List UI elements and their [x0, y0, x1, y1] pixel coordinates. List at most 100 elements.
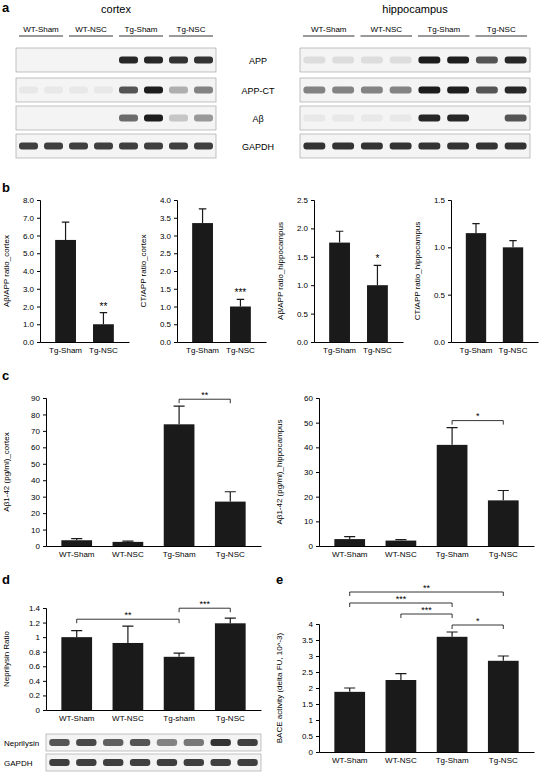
y-axis: 0.00.51.01.52.02.53.03.54.0 — [160, 196, 178, 347]
x-tick-label: WT-NSC — [112, 550, 144, 559]
x-tick-label: Tg-NSC — [226, 346, 255, 355]
x-tick: Tg-NSC — [499, 346, 528, 355]
blot-band — [505, 143, 527, 150]
blot-band — [44, 87, 63, 94]
y-tick: 1 — [36, 633, 46, 642]
y-tick-mark — [43, 681, 46, 682]
y-tick: 1.0 — [297, 281, 314, 290]
y-tick-label: 8.0 — [23, 196, 35, 205]
bar — [386, 541, 417, 546]
blot-band — [76, 759, 96, 766]
y-tick-mark — [43, 513, 46, 514]
y-tick-mark — [311, 257, 314, 258]
blot-band — [476, 57, 498, 64]
significance-label: * — [375, 253, 379, 264]
y-tick: 0 — [36, 706, 46, 715]
y-axis-line — [448, 201, 452, 343]
significance-bracket — [179, 608, 230, 612]
y-tick-label: 0 — [309, 542, 314, 551]
error-bar — [447, 632, 458, 637]
x-axis-line — [320, 752, 535, 753]
y-tick-label: 1.5 — [302, 700, 314, 709]
y-tick-label: 2.5 — [302, 668, 314, 677]
blot-strip — [46, 754, 261, 771]
y-tick-label: 10 — [31, 526, 40, 535]
y-tick-mark — [174, 236, 177, 237]
chart: 00.20.40.60.811.21.4WT-ShamWT-NSCTg-sham… — [2, 599, 262, 723]
x-axis: WT-ShamWT-NSCTg-ShamTg-NSC — [320, 753, 535, 766]
y-tick-label: 0.4 — [29, 677, 41, 686]
bar — [192, 223, 213, 342]
x-tick: WT-Sham — [332, 550, 368, 559]
y-tick-mark — [316, 546, 319, 547]
x-tick: Tg-Sham — [163, 550, 196, 559]
chart: 0.00.51.01.52.02.5Tg-ShamTg-NSCAβ/APP ra… — [276, 196, 404, 355]
significance-label: *** — [421, 605, 432, 615]
bar — [488, 661, 519, 752]
y-tick-label: 3.0 — [23, 285, 35, 294]
y-tick: 2.5 — [297, 196, 314, 205]
y-axis-line — [311, 201, 315, 343]
y-tick-label: 0.0 — [434, 338, 446, 347]
x-axis: Tg-ShamTg-NSC — [41, 343, 130, 356]
y-tick-mark — [43, 480, 46, 481]
y-tick: 0.5 — [302, 732, 319, 741]
y-tick: 0.4 — [29, 677, 46, 686]
y-tick: 3.5 — [160, 214, 177, 223]
blot-strip — [16, 106, 216, 130]
y-tick-label: 1.5 — [160, 285, 172, 294]
x-tick-label: Tg-NSC — [216, 550, 245, 559]
x-tick: WT-Sham — [59, 550, 95, 559]
error-bar — [374, 265, 381, 285]
y-tick-label: 3 — [309, 652, 314, 661]
error-bar — [122, 626, 133, 643]
x-tick-label: Tg-Sham — [163, 550, 196, 559]
chart: 0.00.51.01.5Tg-ShamTg-NSCCT/APP ratio_hi… — [413, 196, 539, 355]
y-tick-label: 30 — [31, 493, 40, 502]
x-tick-label: Tg-NSC — [489, 550, 518, 559]
chart: 00.511.522.533.54WT-ShamWT-NSCTg-ShamTg-… — [275, 583, 535, 766]
x-tick: WT-Sham — [59, 714, 95, 723]
y-tick-mark — [43, 710, 46, 711]
error-bar — [344, 688, 355, 692]
chart: 0102030405060WT-ShamWT-NSCTg-ShamTg-NSCA… — [275, 394, 535, 559]
blot-strip — [46, 734, 261, 751]
bar — [55, 240, 76, 342]
blot-band — [418, 57, 440, 64]
y-tick: 0.5 — [297, 310, 314, 319]
y-axis-title: Neprilysin Ratio — [2, 630, 11, 687]
blot-strip — [300, 106, 530, 130]
blot-band — [49, 739, 69, 746]
x-tick: Tg-NSC — [489, 550, 518, 559]
lane-underline — [69, 36, 113, 37]
y-tick-label: 0 — [36, 542, 41, 551]
y-tick-mark — [316, 688, 319, 689]
y-tick-mark — [174, 289, 177, 290]
blot-band — [361, 57, 383, 64]
x-axis: WT-ShamWT-NSCTg-shamTg-NSC — [47, 711, 262, 724]
y-axis: 0102030405060708090 — [31, 394, 46, 551]
y-tick: 30 — [304, 468, 319, 477]
y-tick-mark — [316, 736, 319, 737]
blot-band — [194, 143, 213, 150]
blot-band — [361, 143, 383, 150]
y-axis-title: CT/APP ratio_cortex — [139, 235, 148, 308]
y-tick: 0.0 — [434, 338, 451, 347]
y-tick-mark — [316, 720, 319, 721]
bar — [437, 637, 468, 752]
x-tick: Tg-sham — [163, 714, 195, 723]
y-axis-title: Aβ/APP ratio_hippocampus — [276, 222, 285, 320]
bar — [329, 243, 350, 342]
lane-underline — [169, 36, 213, 37]
significance-bracket — [179, 399, 230, 403]
significance-bracket — [77, 619, 179, 623]
bar — [503, 247, 523, 342]
y-tick-mark — [174, 342, 177, 343]
panel-label: b — [2, 180, 10, 195]
blot-strip — [300, 48, 530, 72]
y-tick: 3.0 — [23, 285, 40, 294]
plot-area — [61, 406, 245, 546]
bar — [61, 637, 92, 710]
significance-label: *** — [235, 287, 247, 298]
blot-row-label: GAPDH — [4, 759, 33, 768]
